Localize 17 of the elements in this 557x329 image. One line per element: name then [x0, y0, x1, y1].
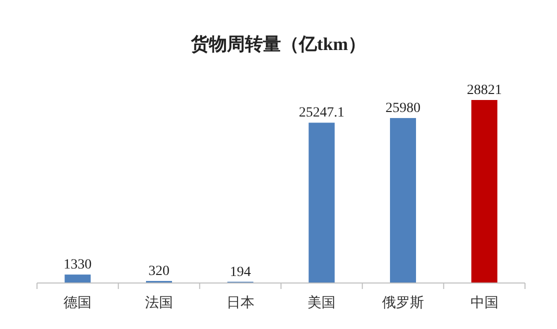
bar	[308, 122, 335, 283]
data-label: 194	[230, 264, 251, 280]
bar	[64, 274, 91, 283]
data-label: 320	[148, 264, 170, 279]
x-tick-label: 俄罗斯	[382, 295, 424, 311]
data-label: 25247.1	[298, 106, 344, 121]
bar	[390, 118, 416, 283]
bar	[471, 100, 498, 283]
x-tick-label: 中国	[470, 295, 498, 311]
x-tick-label: 美国	[308, 295, 336, 311]
data-label: 28821	[466, 83, 502, 98]
chart-title: 货物周转量（亿tkm）	[190, 34, 366, 54]
x-tick-label: 德国	[64, 295, 92, 311]
data-label: 1330	[64, 258, 92, 273]
x-tick-label: 法国	[145, 295, 173, 311]
x-tick-label: 日本	[226, 295, 254, 311]
data-label: 25980	[386, 101, 420, 116]
